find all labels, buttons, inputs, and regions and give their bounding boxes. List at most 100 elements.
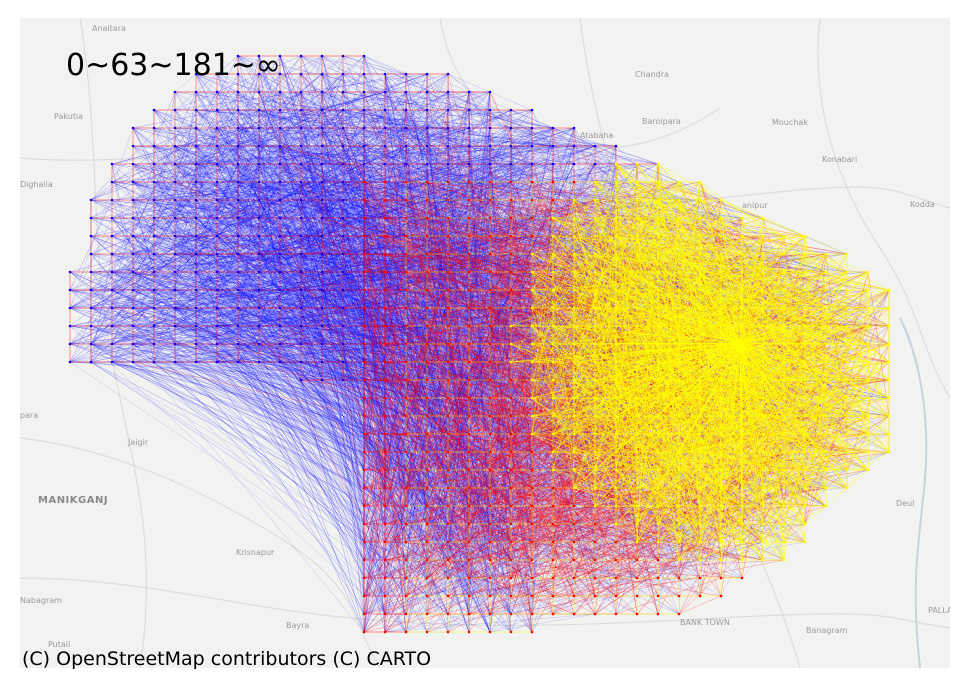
flow-line xyxy=(426,397,491,489)
flow-line xyxy=(384,397,701,525)
flow-line xyxy=(279,145,554,165)
flow-line xyxy=(363,127,428,471)
flow-line xyxy=(237,325,344,381)
flow-line xyxy=(195,181,386,201)
flow-line xyxy=(111,361,512,489)
flow-line xyxy=(216,91,617,255)
flow-line xyxy=(321,199,428,219)
flow-line xyxy=(216,199,743,579)
flow-line xyxy=(384,145,575,237)
flow-line xyxy=(447,217,470,309)
flow-line xyxy=(321,163,638,327)
flow-line xyxy=(279,163,596,507)
flow-line xyxy=(510,487,617,579)
flow-line xyxy=(153,91,176,219)
flow-line xyxy=(279,181,428,381)
flow-line xyxy=(363,127,554,363)
flow-line xyxy=(300,73,533,201)
flow-line xyxy=(174,307,575,615)
flow-line xyxy=(90,271,659,615)
flow-line xyxy=(363,199,638,579)
flow-line xyxy=(363,343,554,507)
flow-line xyxy=(321,73,386,129)
flow-line xyxy=(90,343,491,525)
flow-line xyxy=(489,613,596,633)
flow-line xyxy=(90,289,575,309)
flow-line xyxy=(237,109,596,561)
flow-line xyxy=(342,217,491,417)
flow-line xyxy=(111,109,386,165)
flow-lines xyxy=(69,55,890,633)
flow-line xyxy=(216,271,386,507)
flow-line xyxy=(426,163,491,255)
flow-line xyxy=(69,325,386,345)
flow-line xyxy=(300,199,365,219)
flow-line xyxy=(90,343,386,417)
flow-line xyxy=(279,163,554,471)
flow-line xyxy=(132,145,491,165)
flow-line xyxy=(153,109,470,489)
flow-line xyxy=(384,109,491,237)
flow-line xyxy=(279,145,470,201)
flow-line xyxy=(384,271,617,543)
flow-line xyxy=(384,487,659,543)
flow-line xyxy=(111,289,596,579)
flow-line xyxy=(384,163,533,471)
flow-line xyxy=(657,199,722,219)
flow-line xyxy=(132,325,659,525)
flow-line xyxy=(300,379,365,507)
flow-line xyxy=(216,163,449,579)
flow-line xyxy=(489,163,596,291)
flow-line xyxy=(69,343,596,489)
flow-line xyxy=(195,73,260,201)
flow-line xyxy=(279,235,596,291)
flow-line xyxy=(279,307,365,615)
flow-line xyxy=(195,127,554,363)
flow-line xyxy=(258,325,491,561)
flow-line xyxy=(321,163,365,633)
flow-line xyxy=(174,325,701,597)
flow-line xyxy=(237,289,680,597)
flow-line xyxy=(510,145,659,165)
flow-line xyxy=(300,325,407,345)
flow-line xyxy=(111,199,260,291)
flow-line xyxy=(132,235,155,363)
flow-line xyxy=(90,217,533,453)
flow-line xyxy=(258,109,365,129)
flow-line xyxy=(363,343,512,435)
flow-line xyxy=(279,163,554,615)
flow-line xyxy=(405,505,680,597)
flow-line xyxy=(405,307,428,363)
map-canvas[interactable]: Anaitara Chandra Pakutia Baroipara Mouch… xyxy=(20,18,950,668)
flow-line xyxy=(405,271,512,543)
flow-line xyxy=(132,325,554,597)
flow-line xyxy=(195,199,470,543)
flow-line xyxy=(447,523,638,615)
flow-line xyxy=(216,91,407,363)
flow-line xyxy=(90,235,239,291)
flow-line xyxy=(300,109,491,237)
flow-line xyxy=(174,307,617,543)
flow-line xyxy=(342,127,407,291)
flow-line xyxy=(300,109,827,273)
flow-line xyxy=(174,325,386,471)
flow-line xyxy=(195,199,386,579)
flow-line xyxy=(132,361,407,543)
flow-line xyxy=(174,235,533,633)
flow-line xyxy=(69,343,512,471)
flow-line xyxy=(111,199,218,219)
flow-line xyxy=(258,307,533,363)
flow-line xyxy=(342,217,365,597)
flow-line xyxy=(258,217,281,273)
flow-line xyxy=(69,307,596,561)
flow-line xyxy=(132,235,491,363)
flow-line xyxy=(216,55,323,363)
flow-line xyxy=(216,199,617,543)
flow-line xyxy=(300,55,407,75)
flow-line xyxy=(132,163,659,255)
flow-line xyxy=(342,271,491,435)
flow-line xyxy=(279,181,344,309)
flow-line xyxy=(90,289,533,561)
flow-line xyxy=(489,253,512,453)
flow-line xyxy=(69,253,512,309)
